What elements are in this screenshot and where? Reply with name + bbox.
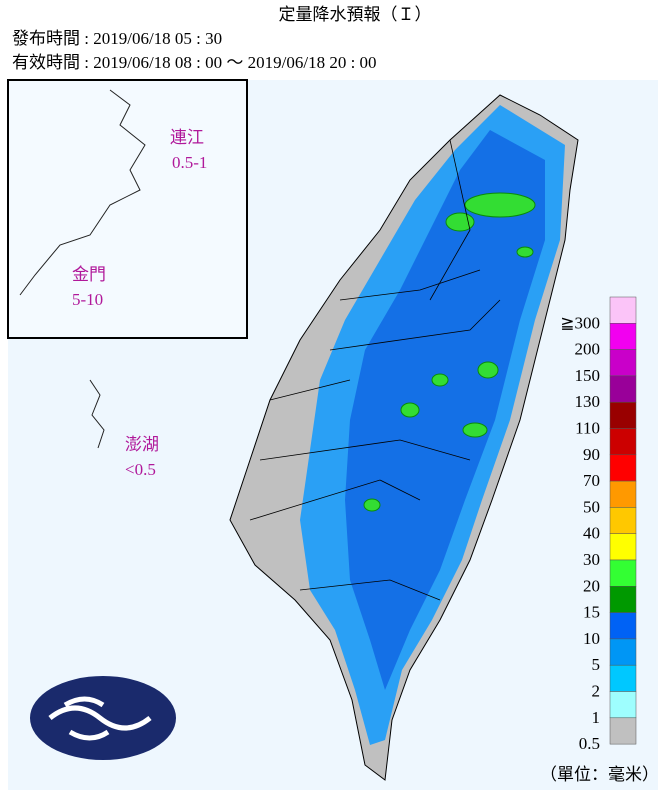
legend-swatch bbox=[609, 296, 637, 324]
legend-swatch bbox=[609, 428, 637, 456]
inset-box bbox=[7, 79, 248, 339]
legend-label: 1 bbox=[592, 708, 601, 727]
legend-swatch bbox=[609, 401, 637, 429]
legend-label: 200 bbox=[575, 340, 601, 359]
legend-swatch bbox=[609, 612, 637, 640]
region-range: <0.5 bbox=[125, 460, 156, 479]
legend-swatch bbox=[609, 480, 637, 508]
legend-label: 50 bbox=[583, 497, 600, 516]
legend-label: 110 bbox=[575, 419, 600, 438]
island-outline bbox=[89, 379, 105, 449]
legend-label: 5 bbox=[592, 655, 601, 674]
legend-label: 10 bbox=[583, 629, 600, 648]
legend-label: 2 bbox=[592, 682, 601, 701]
legend-label: 30 bbox=[583, 550, 600, 569]
legend-label: 0.5 bbox=[579, 734, 600, 753]
region-name: 連江 bbox=[170, 128, 204, 147]
legend-swatch bbox=[609, 559, 637, 587]
region-range: 5-10 bbox=[72, 290, 103, 309]
rain-area bbox=[345, 130, 545, 690]
county-borders bbox=[249, 139, 501, 601]
legend-swatch bbox=[609, 323, 637, 350]
legend-swatch bbox=[609, 638, 637, 666]
legend-swatch bbox=[609, 691, 637, 719]
legend-label: 150 bbox=[575, 366, 601, 385]
legend-unit: （單位：毫米） bbox=[540, 765, 659, 784]
coastline bbox=[19, 89, 146, 296]
legend-swatch bbox=[609, 375, 637, 403]
legend-label: 90 bbox=[583, 445, 600, 464]
region-range: 0.5-1 bbox=[172, 153, 207, 172]
legend-label: 40 bbox=[583, 524, 600, 543]
region-name: 澎湖 bbox=[125, 435, 159, 454]
legend: ≧300 200 150 130 110 90 70 50 40 30 20 15 10 5 2 1 0.5 bbox=[560, 296, 637, 753]
legend-swatch bbox=[609, 664, 637, 692]
legend-label: 20 bbox=[583, 576, 600, 595]
issued-time: 發布時間 : 2019/06/18 05 : 30 bbox=[12, 29, 222, 48]
valid-time: 有效時間 : 2019/06/18 08 : 00 ～ 2019/06/18 2… bbox=[12, 53, 377, 72]
legend-swatch bbox=[609, 717, 637, 745]
map-title: 定量降水預報（Ｉ） bbox=[279, 5, 432, 24]
legend-swatch bbox=[609, 454, 637, 482]
legend-label: ≧300 bbox=[560, 313, 600, 332]
legend-label: 15 bbox=[583, 603, 600, 622]
legend-swatch bbox=[609, 586, 637, 613]
region-name: 金門 bbox=[72, 265, 106, 284]
rain-cores bbox=[363, 192, 536, 512]
legend-swatch bbox=[609, 349, 637, 377]
legend-label: 70 bbox=[583, 471, 600, 490]
legend-swatch bbox=[609, 507, 637, 534]
logo-mark bbox=[48, 696, 152, 741]
legend-label: 130 bbox=[575, 392, 601, 411]
legend-swatch bbox=[609, 533, 637, 561]
